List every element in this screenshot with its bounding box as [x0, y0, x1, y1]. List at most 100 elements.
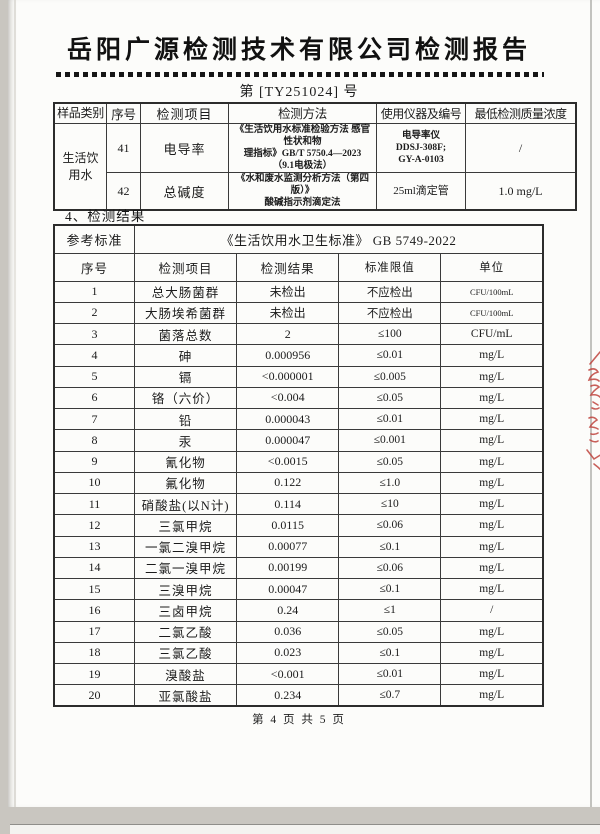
result-value: <0.004: [236, 386, 340, 410]
limit-value: 不应检出: [338, 280, 442, 303]
row-no: 9: [53, 450, 135, 473]
table-row: 10 氟化物 0.122 ≤1.0 mg/L: [53, 471, 544, 495]
lod-value: /: [465, 123, 577, 173]
page-footer: 第 4 页 共 5 页: [252, 714, 346, 726]
row-no: 12: [53, 514, 135, 537]
header-test-item: 检测项目: [133, 252, 238, 282]
table-row: 15 三溴甲烷 0.00047 ≤0.1 mg/L: [53, 577, 544, 601]
row-no: 10: [53, 471, 135, 495]
limit-value: ≤0.06: [338, 556, 442, 580]
page-title: 岳阳广源检测技术有限公司检测报告: [66, 36, 531, 64]
result-value: 0.036: [236, 620, 340, 643]
limit-value: ≤0.001: [338, 429, 442, 452]
row-no: 13: [53, 535, 135, 558]
limit-value: ≤100: [338, 322, 442, 346]
section-heading: 4、检测结果: [65, 209, 146, 224]
table-row: 17 二氯乙酸 0.036 ≤0.05 mg/L: [53, 620, 544, 643]
limit-value: ≤0.1: [338, 641, 442, 665]
unit-value: mg/L: [440, 535, 544, 558]
unit-value: /: [440, 599, 544, 622]
row-no: 15: [53, 577, 135, 601]
result-value: 0.122: [236, 471, 340, 495]
limit-value: 不应检出: [338, 301, 442, 325]
unit-value: mg/L: [440, 684, 544, 707]
red-handwriting-mark: [586, 351, 600, 471]
result-value: 0.000047: [236, 429, 340, 452]
limit-value: ≤0.1: [338, 535, 442, 558]
table-row: 13 一氯二溴甲烷 0.00077 ≤0.1 mg/L: [53, 535, 544, 558]
header-test-item: 检测项目: [140, 102, 229, 124]
report-number: 第 [TY251024] 号: [239, 85, 359, 100]
item-name: 氰化物: [133, 450, 238, 473]
unit-value: mg/L: [440, 471, 544, 495]
reference-standard-row: 参考标准 《生活饮用水卫生标准》 GB 5749-2022: [53, 224, 544, 254]
header-seq-no: 序号: [53, 252, 135, 282]
table-row: 18 三氯乙酸 0.023 ≤0.1 mg/L: [53, 641, 544, 665]
table-row: 6 铬（六价） <0.004 ≤0.05 mg/L: [53, 386, 544, 410]
result-value: 0.00077: [236, 535, 340, 558]
row-no: 5: [53, 365, 135, 388]
item-name: 硝酸盐(以N计): [133, 492, 238, 516]
unit-value: mg/L: [440, 492, 544, 516]
unit-value: mg/L: [440, 641, 544, 665]
method-table: 样品类别 序号 检测项目 检测方法 使用仪器及编号 最低检测质量浓度 生活饮用水…: [53, 102, 577, 211]
row-no: 42: [106, 172, 141, 211]
row-no: 17: [53, 620, 135, 643]
row-no: 8: [53, 429, 135, 452]
limit-value: ≤0.06: [338, 514, 442, 537]
sample-category-cell: 生活饮用水: [53, 123, 107, 211]
unit-value: mg/L: [440, 620, 544, 643]
row-no: 11: [53, 492, 135, 516]
table-row: 14 二氯一溴甲烷 0.00199 ≤0.06 mg/L: [53, 556, 544, 580]
result-table-body: 参考标准 《生活饮用水卫生标准》 GB 5749-2022 序号 检测项目 检测…: [53, 224, 544, 707]
item-name: 二氯一溴甲烷: [133, 556, 238, 580]
table-row: 16 三卤甲烷 0.24 ≤1/: [53, 599, 544, 622]
table-row: 20 亚氯酸盐 0.234 ≤0.7 mg/L: [53, 684, 544, 707]
header-unit: 单位: [440, 252, 544, 282]
result-value: 0.234: [236, 684, 340, 707]
table-row: 生活饮用水 41 电导率 《生活饮用水标准检验方法 感官性状和物 理指标》GB/…: [53, 123, 577, 211]
limit-value: ≤0.05: [338, 386, 442, 410]
item-name: 铬（六价）: [133, 386, 238, 410]
result-value: 0.114: [236, 492, 340, 516]
header-seq-no: 序号: [106, 102, 141, 124]
row-no: 19: [53, 662, 135, 686]
result-value: 0.00199: [236, 556, 340, 580]
unit-value: CFU/100mL: [440, 301, 544, 325]
unit-value: mg/L: [440, 429, 544, 452]
unit-value: CFU/mL: [440, 322, 544, 346]
result-value: <0.001: [236, 662, 340, 686]
result-value: <0.0015: [236, 450, 340, 473]
item-name: 亚氯酸盐: [133, 684, 238, 707]
page-fold-line: [590, 0, 592, 807]
limit-value: ≤0.01: [338, 662, 442, 686]
row-no: 3: [53, 322, 135, 346]
item-name: 三氯甲烷: [133, 514, 238, 537]
row-no: 16: [53, 599, 135, 622]
row-no: 14: [53, 556, 135, 580]
item-name: 镉: [133, 365, 238, 388]
limit-value: ≤0.01: [338, 407, 442, 431]
unit-value: mg/L: [440, 514, 544, 537]
limit-value: ≤0.7: [338, 684, 442, 707]
table-row: 42 总碱度 《水和废水监测分析方法（第四版）》 酸碱指示剂滴定法 25ml滴定…: [54, 172, 577, 211]
header-test-result: 检测结果: [236, 252, 340, 282]
limit-value: ≤1: [338, 599, 442, 622]
item-name: 菌落总数: [133, 322, 238, 346]
result-table: 参考标准 《生活饮用水卫生标准》 GB 5749-2022 序号 检测项目 检测…: [53, 224, 544, 707]
row-no: 20: [53, 684, 135, 707]
unit-value: mg/L: [440, 365, 544, 388]
unit-value: mg/L: [440, 577, 544, 601]
table-row: 4 砷 0.000956 ≤0.01 mg/L: [53, 344, 544, 367]
table-row: 12 三氯甲烷 0.0115 ≤0.06 mg/L: [53, 514, 544, 537]
unit-value: mg/L: [440, 386, 544, 410]
header-instrument: 使用仪器及编号: [376, 102, 466, 124]
row-no: 18: [53, 641, 135, 665]
limit-value: ≤10: [338, 492, 442, 516]
table-row: 19 溴酸盐 <0.001 ≤0.01 mg/L: [53, 662, 544, 686]
result-value: 0.023: [236, 641, 340, 665]
next-page-edge: [10, 824, 600, 834]
method-text: 《水和废水监测分析方法（第四版）》 酸碱指示剂滴定法: [228, 172, 377, 211]
unit-value: mg/L: [440, 450, 544, 473]
